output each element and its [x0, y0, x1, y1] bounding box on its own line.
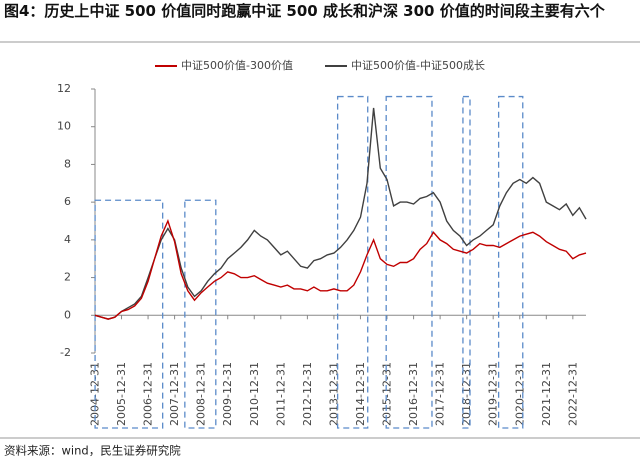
y-tick-label: 6 [64, 195, 71, 208]
source: 资料来源：wind，民生证券研究院 [4, 444, 181, 458]
x-tick-label: 2020-12-31 [513, 362, 526, 426]
x-tick-label: 2012-12-31 [301, 362, 314, 426]
x-tick-label: 2017-12-31 [434, 362, 447, 426]
chart-title: 图4：历史上中证 500 价值同时跑赢中证 500 成长和沪深 300 价值的时… [4, 2, 605, 20]
series-line [94, 107, 587, 320]
highlight-box [462, 95, 471, 429]
highlight-box [497, 95, 524, 429]
highlight-box [184, 199, 217, 429]
x-tick-label: 2007-12-31 [168, 362, 181, 426]
y-tick-label: -2 [60, 346, 71, 359]
series-line [94, 219, 587, 320]
x-tick-label: 2009-12-31 [221, 362, 234, 426]
x-tick-label: 2011-12-31 [274, 362, 287, 426]
legend-label: 中证500价值-中证500成长 [351, 59, 485, 72]
x-tick-label: 2008-12-31 [195, 362, 208, 426]
legend-label: 中证500价值-300价值 [181, 59, 293, 72]
y-tick-label: 10 [57, 120, 71, 133]
x-tick-label: 2015-12-31 [380, 362, 393, 426]
y-tick-label: 12 [57, 82, 71, 95]
x-tick-label: 2018-12-31 [460, 362, 473, 426]
y-tick-label: 8 [64, 157, 71, 170]
x-tick-label: 2004-12-31 [89, 362, 102, 426]
x-tick-label: 2019-12-31 [487, 362, 500, 426]
x-tick-label: 2005-12-31 [115, 362, 128, 426]
x-tick-label: 2021-12-31 [540, 362, 553, 426]
y-tick-label: 0 [64, 308, 71, 321]
highlight-box [94, 199, 164, 429]
x-tick-label: 2013-12-31 [327, 362, 340, 426]
y-tick-label: 4 [64, 233, 71, 246]
x-tick-label: 2010-12-31 [248, 362, 261, 426]
highlight-box [385, 95, 433, 429]
y-tick-label: 2 [64, 271, 71, 284]
x-tick-label: 2006-12-31 [142, 362, 155, 426]
x-tick-label: 2014-12-31 [354, 362, 367, 426]
x-tick-label: 2022-12-31 [566, 362, 579, 426]
x-tick-label: 2016-12-31 [407, 362, 420, 426]
highlight-box [336, 95, 369, 429]
